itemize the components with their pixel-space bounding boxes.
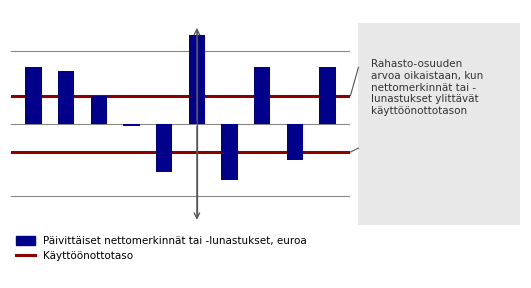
Bar	[156, 124, 173, 172]
Bar	[221, 124, 238, 180]
Bar	[320, 67, 336, 124]
Bar	[189, 35, 205, 124]
Bar	[123, 124, 140, 126]
Bar	[287, 124, 303, 160]
Text: Rahasto-osuuden
arvoa oikaistaan, kun
nettomerkinnät tai -
lunastukset ylittävät: Rahasto-osuuden arvoa oikaistaan, kun ne…	[371, 59, 484, 116]
Bar	[58, 71, 74, 124]
Legend: Päivittäiset nettomerkinnät tai -lunastukset, euroa, Käyttöönottotaso: Päivittäiset nettomerkinnät tai -lunastu…	[16, 236, 307, 261]
Bar	[25, 67, 41, 124]
Bar	[91, 96, 107, 124]
Bar	[254, 67, 270, 124]
